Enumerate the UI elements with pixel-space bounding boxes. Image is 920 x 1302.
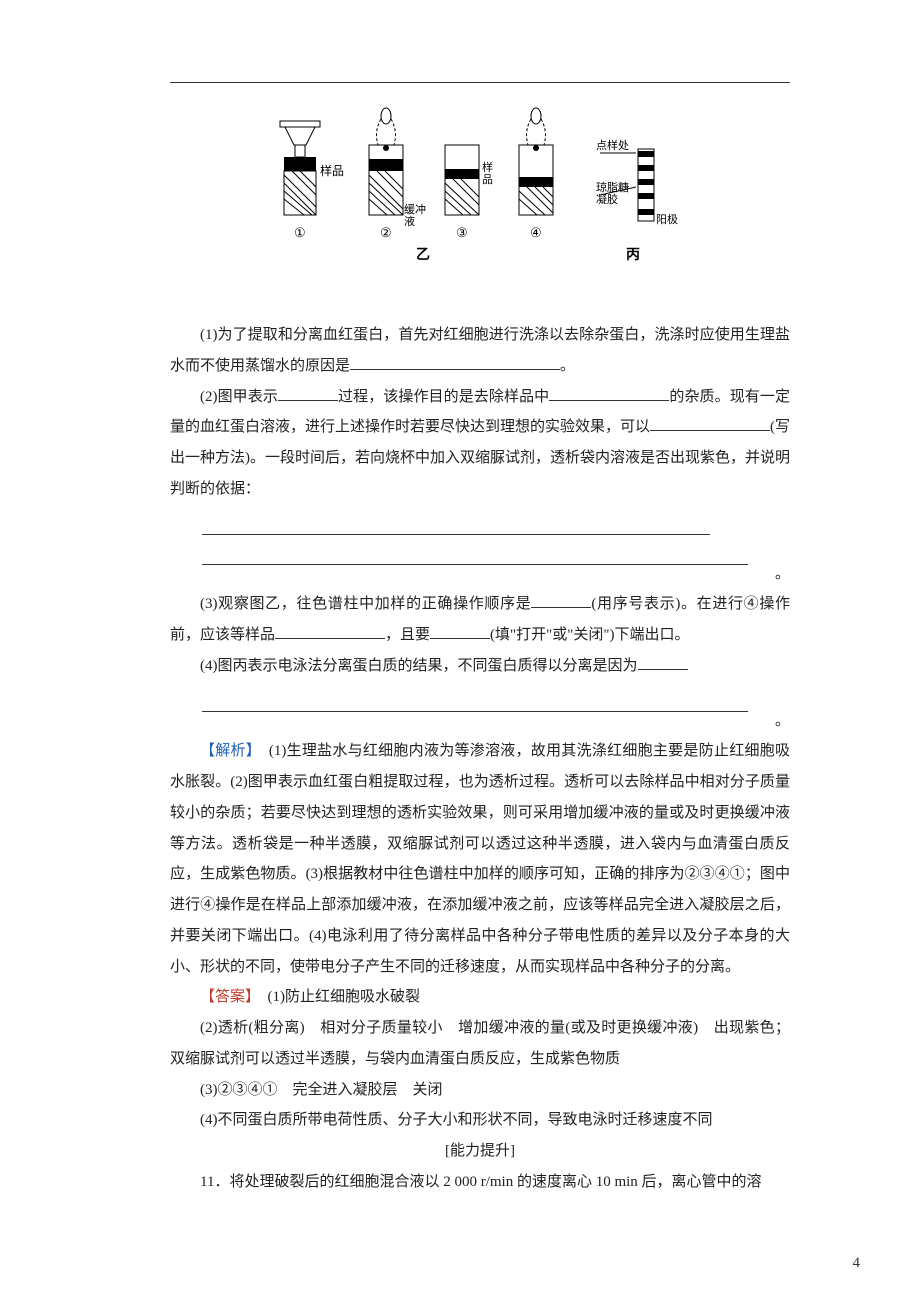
num-4: ④ xyxy=(530,225,542,240)
num-1: ① xyxy=(294,225,306,240)
top-rule xyxy=(170,82,790,83)
diagram-row: 样品 ① 缓冲 液 ② xyxy=(170,101,790,306)
q1: (1)为了提取和分离血红蛋白，首先对红细胞进行洗涤以去除杂蛋白，洗涤时应使用生理… xyxy=(170,320,790,382)
answer-2: (2)透析(粗分离) 相对分子质量较小 增加缓冲液的量(或及时更换缓冲液) 出现… xyxy=(170,1013,790,1075)
q3: (3)观察图乙，往色谱柱中加样的正确操作顺序是(用序号表示)。在进行④操作前，应… xyxy=(170,589,790,651)
q4: (4)图丙表示电泳法分离蛋白质的结果，不同蛋白质得以分离是因为 xyxy=(170,651,790,682)
answer-label: 【答案】 xyxy=(200,989,253,1005)
answer-4: (4)不同蛋白质所带电荷性质、分子大小和形状不同，导致电泳时迁移速度不同 xyxy=(170,1105,790,1136)
group-bing: 丙 xyxy=(626,247,640,263)
q1-pre: (1)为了提取和分离血红蛋白，首先对红细胞进行洗涤以去除杂蛋白，洗涤时应使用生理… xyxy=(170,327,790,374)
diagram-svg: 样品 ① 缓冲 液 ② xyxy=(270,101,690,301)
group-yi: 乙 xyxy=(416,247,430,263)
svg-text:琼脂糖: 琼脂糖 xyxy=(596,180,629,194)
page-number: 4 xyxy=(853,1255,861,1272)
q2-line1 xyxy=(202,533,710,535)
label-spot: 点样处 xyxy=(596,138,629,152)
section-next: [能力提升] xyxy=(170,1136,790,1167)
q11: 11．将处理破裂后的红细胞混合液以 2 000 r/min 的速度离心 10 m… xyxy=(170,1167,790,1198)
label-anode: 阳极 xyxy=(656,212,678,226)
label-buffer-1: 缓冲 xyxy=(404,202,426,216)
svg-text:样: 样 xyxy=(482,160,493,174)
answer-1: 【答案】 (1)防止红细胞吸水破裂 xyxy=(170,982,790,1013)
q1-blank xyxy=(350,369,560,370)
svg-text:凝胶: 凝胶 xyxy=(596,192,618,206)
analysis-label: 【解析】 xyxy=(200,743,254,759)
analysis: 【解析】 (1)生理盐水与红细胞内液为等渗溶液，故用其洗涤红细胞主要是防止红细胞… xyxy=(170,736,790,982)
num-2: ② xyxy=(380,225,392,240)
analysis-text: (1)生理盐水与红细胞内液为等渗溶液，故用其洗涤红细胞主要是防止红细胞吸水胀裂。… xyxy=(170,743,790,974)
answer-3: (3)②③④① 完全进入凝胶层 关闭 xyxy=(170,1075,790,1106)
num-3: ③ xyxy=(456,225,468,240)
q2: (2)图甲表示过程，该操作目的是去除样品中的杂质。现有一定量的血红蛋白溶液，进行… xyxy=(170,382,790,505)
label-sample-1: 样品 xyxy=(320,163,344,178)
svg-text:品: 品 xyxy=(482,173,493,186)
label-buffer-2: 液 xyxy=(404,214,415,228)
